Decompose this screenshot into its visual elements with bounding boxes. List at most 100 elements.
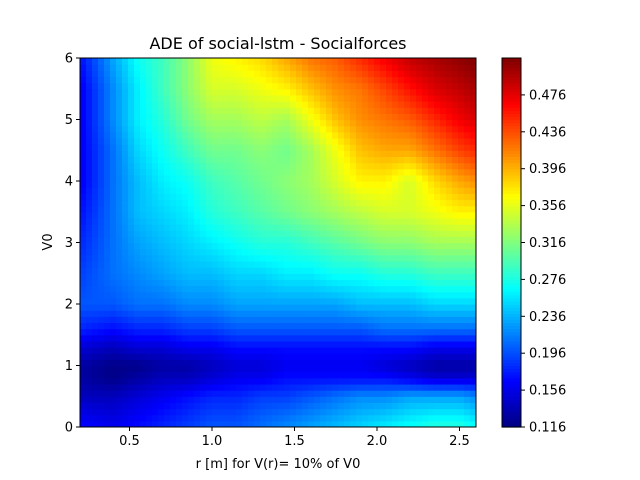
- heatmap-cell: [98, 162, 105, 170]
- heatmap-cell: [470, 383, 476, 391]
- heatmap-cell: [302, 101, 309, 108]
- heatmap-cell: [302, 254, 309, 262]
- heatmap-cell: [128, 377, 135, 385]
- heatmap-cell: [386, 224, 393, 231]
- heatmap-cell: [398, 58, 405, 65]
- heatmap-cell: [314, 150, 321, 157]
- heatmap-cell: [248, 304, 255, 311]
- heatmap-cell: [98, 285, 105, 293]
- heatmap-cell: [398, 402, 405, 410]
- heatmap-cell: [314, 322, 321, 330]
- heatmap-cell: [218, 94, 225, 102]
- heatmap-cell: [392, 402, 399, 410]
- heatmap-cell: [422, 181, 429, 188]
- heatmap-cell: [416, 285, 423, 293]
- heatmap-cell: [458, 420, 465, 427]
- heatmap-cell: [122, 334, 129, 342]
- heatmap-cell: [452, 340, 459, 348]
- heatmap-cell: [236, 101, 243, 108]
- heatmap-cell: [386, 125, 393, 133]
- colorbar-segment: [502, 350, 521, 354]
- heatmap-cell: [392, 408, 399, 416]
- heatmap-cell: [422, 137, 429, 145]
- heatmap-cell: [326, 340, 333, 348]
- heatmap-cell: [266, 383, 273, 391]
- heatmap-cell: [422, 211, 429, 219]
- heatmap-cell: [92, 310, 99, 317]
- heatmap-cell: [86, 199, 93, 207]
- heatmap-cell: [458, 193, 465, 201]
- heatmap-cell: [152, 316, 159, 324]
- heatmap-cell: [368, 144, 375, 151]
- heatmap-cell: [416, 168, 423, 176]
- heatmap-cell: [290, 328, 297, 336]
- heatmap-cell: [242, 156, 249, 164]
- heatmap-cell: [392, 94, 399, 102]
- heatmap-cell: [452, 224, 459, 231]
- heatmap-cell: [296, 125, 303, 133]
- heatmap-cell: [350, 347, 357, 354]
- heatmap-cell: [434, 390, 441, 397]
- heatmap-cell: [128, 248, 135, 256]
- heatmap-cell: [278, 322, 285, 330]
- heatmap-cell: [446, 156, 453, 164]
- heatmap-cell: [254, 328, 261, 336]
- heatmap-cell: [422, 113, 429, 121]
- heatmap-cell: [446, 107, 453, 114]
- heatmap-cell: [278, 187, 285, 194]
- heatmap-cell: [470, 328, 476, 336]
- heatmap-cell: [344, 334, 351, 342]
- heatmap-cell: [272, 156, 279, 164]
- heatmap-cell: [440, 101, 447, 108]
- heatmap-cell: [200, 101, 207, 108]
- heatmap-cell: [398, 119, 405, 127]
- heatmap-cell: [374, 58, 381, 65]
- heatmap-cell: [320, 82, 327, 90]
- heatmap-cell: [386, 211, 393, 219]
- heatmap-cell: [434, 64, 441, 71]
- heatmap-cell: [446, 285, 453, 293]
- heatmap-cell: [314, 64, 321, 71]
- heatmap-cell: [122, 304, 129, 311]
- heatmap-cell: [302, 224, 309, 231]
- heatmap-cell: [392, 260, 399, 268]
- heatmap-cell: [140, 316, 147, 324]
- heatmap-cell: [302, 390, 309, 397]
- heatmap-cell: [338, 248, 345, 256]
- heatmap-cell: [440, 347, 447, 354]
- heatmap-cell: [362, 193, 369, 201]
- heatmap-cell: [284, 211, 291, 219]
- heatmap-cell: [356, 94, 363, 102]
- heatmap-cell: [146, 82, 153, 90]
- heatmap-cell: [314, 340, 321, 348]
- heatmap-cell: [134, 371, 141, 379]
- heatmap-cell: [134, 328, 141, 336]
- heatmap-cell: [140, 70, 147, 78]
- heatmap-cell: [272, 174, 279, 182]
- heatmap-cell: [242, 254, 249, 262]
- heatmap-cell: [308, 402, 315, 410]
- heatmap-cell: [236, 347, 243, 354]
- heatmap-cell: [320, 193, 327, 201]
- heatmap-cell: [182, 328, 189, 336]
- heatmap-cell: [356, 273, 363, 280]
- heatmap-cell: [86, 224, 93, 231]
- colorbar-segment: [502, 147, 521, 151]
- heatmap-cell: [290, 187, 297, 194]
- heatmap-cell: [206, 205, 213, 213]
- heatmap-cell: [230, 205, 237, 213]
- heatmap-cell: [92, 224, 99, 231]
- heatmap-cell: [446, 390, 453, 397]
- heatmap-cell: [314, 248, 321, 256]
- heatmap-cell: [260, 402, 267, 410]
- heatmap-cell: [86, 205, 93, 213]
- heatmap-cell: [380, 119, 387, 127]
- heatmap-cell: [428, 88, 435, 96]
- heatmap-cell: [374, 174, 381, 182]
- heatmap-cell: [368, 408, 375, 416]
- heatmap-cell: [398, 113, 405, 121]
- heatmap-cell: [152, 365, 159, 373]
- heatmap-cell: [386, 390, 393, 397]
- heatmap-cell: [188, 88, 195, 96]
